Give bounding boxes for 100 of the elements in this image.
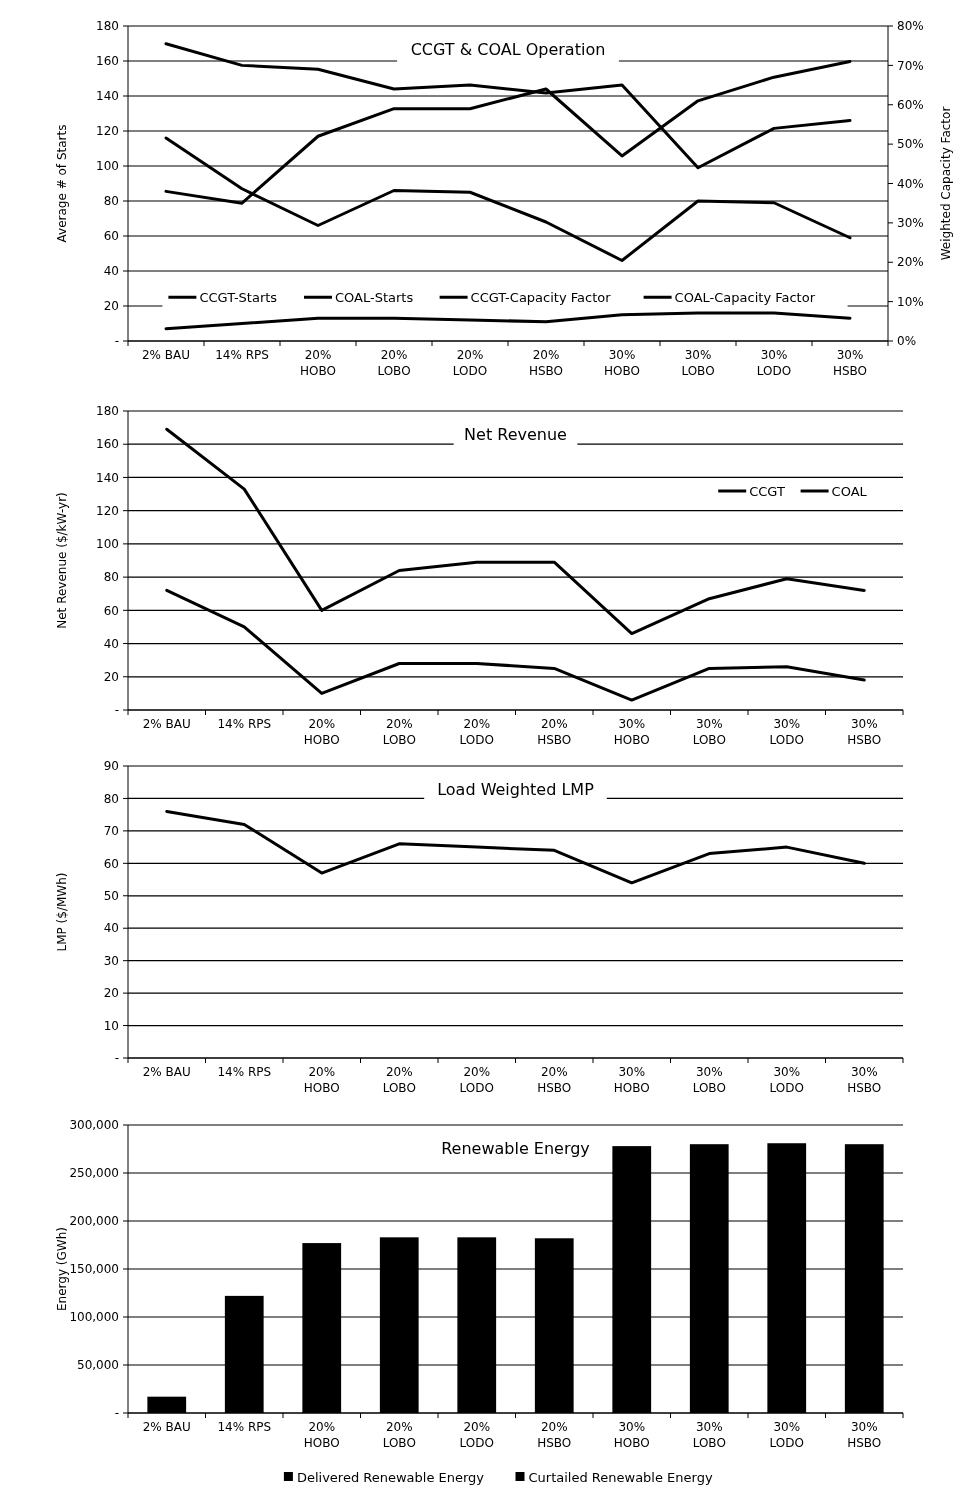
x-tick-label: 14% RPS <box>217 1420 272 1434</box>
y-axis-title: Net Revenue ($/kW-yr) <box>55 492 69 629</box>
y2-tick-label: 30% <box>897 216 924 231</box>
x-tick-label: 20% HSBO <box>537 1420 572 1450</box>
x-tick-label: 14% RPS <box>217 1065 272 1079</box>
y-tick-label: 250,000 <box>69 1166 119 1181</box>
y2-tick-label: 50% <box>897 137 924 152</box>
x-tick-label: 30% LOBO <box>681 348 715 378</box>
y-axis-title: Average # of Starts <box>55 124 69 243</box>
line-series <box>164 311 852 331</box>
y-tick-label: 160 <box>96 54 119 69</box>
y-tick-label: 60 <box>103 603 119 618</box>
legend-label: Delivered Renewable Energy <box>296 1469 485 1485</box>
y-tick-label: 40 <box>103 636 119 651</box>
y-tick-label: 90 <box>103 759 119 774</box>
y-tick-label: - <box>114 1051 119 1066</box>
x-tick-label: 20% HSBO <box>537 717 572 747</box>
x-tick-label: 20% LODO <box>459 1420 494 1450</box>
x-tick-label: 2% BAU <box>142 717 191 731</box>
x-tick-label: 30% HOBO <box>613 1420 650 1450</box>
x-tick-label: 30% HOBO <box>604 348 640 378</box>
x-tick-label: 30% LOBO <box>692 717 726 747</box>
x-tick-label: 20% LODO <box>459 717 494 747</box>
legend-label: COAL-Starts <box>335 289 414 305</box>
x-tick-label: 20% HOBO <box>300 348 336 378</box>
y2-tick-label: 70% <box>897 58 924 73</box>
y-tick-label: 120 <box>96 503 119 518</box>
y-tick-label: 10 <box>103 1018 119 1033</box>
x-tick-label: 20% HSBO <box>537 1065 572 1095</box>
y-tick-label: 40 <box>103 264 119 279</box>
y-tick-label: - <box>114 1406 119 1421</box>
x-tick-label: 14% RPS <box>217 717 272 731</box>
y-tick-label: 140 <box>96 470 119 485</box>
legend-label: COAL <box>831 483 868 499</box>
y-tick-label: 120 <box>96 124 119 139</box>
y-tick-label: 50 <box>103 888 119 903</box>
x-tick-label: 20% HOBO <box>303 717 340 747</box>
y-tick-label: 30 <box>103 953 119 968</box>
legend-label: COAL-Capacity Factor <box>674 289 816 305</box>
y-tick-label: 100 <box>96 537 119 552</box>
y2-tick-label: 0% <box>897 334 917 349</box>
x-tick-label: 30% LODO <box>769 717 804 747</box>
y-tick-label: 80 <box>103 791 119 806</box>
x-tick-label: 30% LODO <box>769 1065 804 1095</box>
y-tick-label: 100 <box>96 159 119 174</box>
y2-tick-label: 40% <box>897 176 924 191</box>
x-tick-label: 20% LOBO <box>382 717 416 747</box>
legend-label: CCGT-Starts <box>199 289 278 305</box>
x-tick-label: 2% BAU <box>142 1065 191 1079</box>
x-tick-label: 30% HSBO <box>847 1420 882 1450</box>
x-tick-label: 20% LOBO <box>382 1065 416 1095</box>
y-tick-label: 20 <box>103 669 119 684</box>
x-tick-label: 20% LODO <box>459 1065 494 1095</box>
y-axis-title: Energy (GWh) <box>55 1227 69 1311</box>
y-tick-label: 40 <box>103 921 119 936</box>
y2-tick-label: 10% <box>897 294 924 309</box>
y-tick-label: 150,000 <box>69 1262 119 1277</box>
y-tick-label: 60 <box>103 856 119 871</box>
y-tick-label: 20 <box>103 299 119 314</box>
y-tick-label: 60 <box>103 229 119 244</box>
x-tick-label: 30% HOBO <box>613 1065 650 1095</box>
y-tick-label: 180 <box>96 404 119 419</box>
y-axis-title: LMP ($/MWh) <box>55 872 69 952</box>
y-tick-label: 140 <box>96 89 119 104</box>
x-tick-label: 20% HOBO <box>303 1420 340 1450</box>
x-tick-label: 20% HOBO <box>303 1065 340 1095</box>
y-tick-label: 200,000 <box>69 1214 119 1229</box>
x-tick-label: 20% LOBO <box>377 348 411 378</box>
text: CCGT & COAL Operation <box>410 40 606 59</box>
x-tick-label: 20% LOBO <box>382 1420 416 1450</box>
x-tick-label: 30% HSBO <box>847 717 882 747</box>
y-tick-label: 20 <box>103 986 119 1001</box>
y-tick-label: 80 <box>103 570 119 585</box>
x-tick-label: 30% HOBO <box>613 717 650 747</box>
text: Load Weighted LMP <box>437 780 595 799</box>
y-tick-label: 70 <box>103 824 119 839</box>
y-tick-label: 160 <box>96 437 119 452</box>
x-tick-label: 14% RPS <box>215 348 269 362</box>
y2-tick-label: 80% <box>897 19 924 34</box>
x-tick-label: 2% BAU <box>142 1420 191 1434</box>
y-tick-label: - <box>114 334 119 349</box>
y-tick-label: 180 <box>96 19 119 34</box>
x-tick-label: 30% LOBO <box>692 1420 726 1450</box>
y2-tick-label: 20% <box>897 255 924 270</box>
x-tick-label: 30% LOBO <box>692 1065 726 1095</box>
y-tick-label: 50,000 <box>77 1358 119 1373</box>
x-tick-label: 30% LODO <box>769 1420 804 1450</box>
x-tick-label: 30% LODO <box>756 348 792 378</box>
text: Net Revenue <box>464 425 567 444</box>
legend-label: Curtailed Renewable Energy <box>528 1469 713 1485</box>
y-tick-label: 300,000 <box>69 1118 119 1133</box>
x-tick-label: 30% HSBO <box>832 348 868 378</box>
x-tick-label: 2% BAU <box>141 348 191 362</box>
y2-tick-label: 60% <box>897 97 924 112</box>
legend-label: CCGT-Capacity Factor <box>470 289 612 305</box>
y2-axis-title: Weighted Capacity Factor <box>939 106 953 261</box>
y-tick-label: 100,000 <box>69 1310 119 1325</box>
text: Renewable Energy <box>441 1139 590 1158</box>
x-tick-label: 30% HSBO <box>847 1065 882 1095</box>
y-tick-label: 80 <box>103 194 119 209</box>
